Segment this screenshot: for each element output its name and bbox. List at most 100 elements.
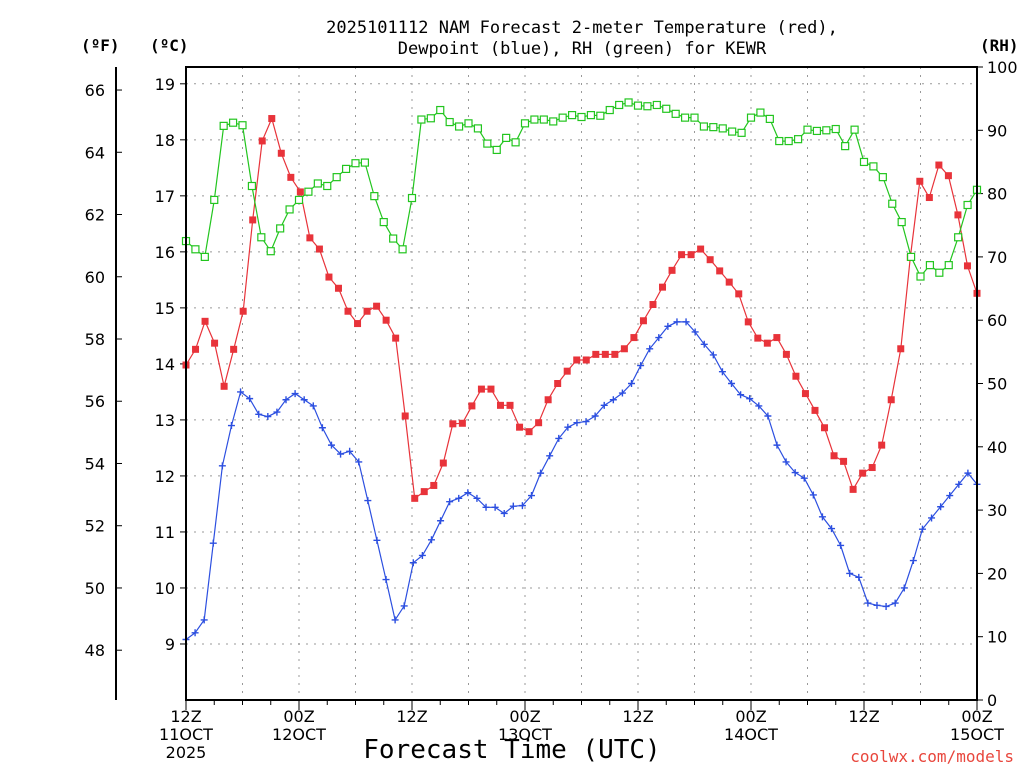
2-meter-temperature-point [220, 382, 228, 390]
2-meter-temperature-point [277, 149, 285, 157]
2-meter-temperature-point [792, 372, 800, 380]
dewpoint-point [655, 334, 663, 342]
rh-point [549, 117, 558, 126]
dewpoint-point [918, 525, 926, 533]
rh-point [643, 102, 652, 111]
celsius-axis: 9 10 11 12 13 14 15 16 17 18 19 [155, 75, 186, 654]
dewpoint-point [200, 616, 208, 624]
dewpoint-point [318, 424, 326, 432]
2-meter-temperature-point [697, 245, 705, 253]
x-axis-title: Forecast Time (UTC) [363, 735, 660, 765]
dewpoint-point [628, 380, 636, 387]
time-tick-12z: 12Z [848, 707, 879, 726]
rh-point [652, 100, 661, 110]
rh-point [662, 104, 671, 113]
2-meter-temperature-point [449, 420, 457, 428]
rh-point [671, 109, 680, 118]
2-meter-temperature-point [706, 256, 714, 264]
rh-point [341, 164, 351, 174]
rh-point [756, 108, 765, 117]
rh-point [360, 158, 370, 167]
rh-point [822, 126, 831, 135]
dewpoint-point [327, 441, 335, 449]
rh-tick-100: 100 [987, 58, 1018, 77]
rh-tick-50: 50 [987, 375, 1007, 394]
dewpoint-point [409, 559, 417, 567]
rh-point [351, 159, 360, 168]
dewpoint-point [237, 388, 245, 396]
rh-point [370, 192, 379, 201]
rh-point [831, 124, 840, 134]
rh-point [624, 98, 633, 107]
credit-text: coolwx.com/models [850, 747, 1014, 766]
2-meter-temperature-point [506, 401, 514, 409]
dewpoint-point [537, 469, 545, 477]
2-meter-temperature-point [458, 419, 466, 427]
2-meter-temperature-point [601, 350, 609, 358]
rh-point [633, 101, 643, 110]
2-meter-temperature-point [411, 494, 419, 502]
fahrenheit-tick-60: 60 [85, 268, 105, 287]
2-meter-temperature-point [496, 401, 504, 409]
dewpoint-point [309, 402, 317, 410]
celsius-tick-16: 16 [155, 243, 175, 262]
rh-point [728, 127, 737, 136]
dewpoint-point [227, 422, 235, 430]
time-tick-00z: 00Z [961, 707, 992, 726]
fahrenheit-unit-label: (ºF) [81, 36, 120, 55]
time-tick-11oct: 11OCT [159, 725, 213, 744]
rh-point [228, 118, 238, 127]
dewpoint-point [391, 616, 399, 624]
celsius-unit-label: (ºC) [150, 36, 189, 55]
rh-point [765, 114, 774, 124]
rh-point [247, 181, 257, 191]
2-meter-temperature-series [182, 115, 981, 502]
rh-point [502, 133, 511, 142]
rh-point [709, 123, 718, 132]
rh-point [586, 111, 596, 120]
rh-point [963, 200, 972, 210]
dewpoint-point [882, 602, 890, 610]
dewpoint-point [400, 602, 408, 610]
time-tick-2025: 2025 [166, 743, 207, 762]
dewpoint-point [300, 396, 308, 404]
celsius-tick-19: 19 [155, 75, 175, 94]
2-meter-temperature-point [306, 234, 314, 242]
fahrenheit-tick-62: 62 [85, 206, 105, 225]
rh-point [793, 135, 803, 144]
2-meter-temperature-point [192, 345, 200, 353]
time-tick-12z: 12Z [396, 707, 427, 726]
dewpoint-point [728, 380, 736, 387]
rh-tick-80: 80 [987, 185, 1007, 204]
dewpoint-point [828, 525, 836, 533]
2-meter-temperature-point [373, 302, 381, 310]
rh-series [181, 98, 982, 281]
rh-point [916, 272, 925, 281]
rh-point [483, 139, 492, 148]
celsius-tick-15: 15 [155, 299, 175, 318]
2-meter-temperature-point [811, 406, 819, 414]
rh-point [878, 173, 887, 182]
2-meter-temperature-point [782, 350, 790, 358]
time-tick-13oct: 13OCT [498, 725, 552, 744]
series-layer [181, 98, 982, 644]
dewpoint-point [664, 322, 672, 330]
dewpoint-point [673, 318, 681, 326]
dewpoint-point [509, 502, 517, 510]
rh-point [680, 113, 690, 122]
rh-point [530, 115, 539, 124]
rh-point [775, 136, 784, 146]
dewpoint-point [900, 584, 908, 592]
2-meter-temperature-point [392, 334, 400, 342]
rh-point [191, 245, 200, 254]
2-meter-temperature-point [725, 278, 733, 286]
2-meter-temperature-point [334, 284, 342, 292]
dewpoint-point [473, 494, 481, 502]
rh-point [238, 121, 247, 130]
dewpoint-point [282, 396, 290, 404]
celsius-tick-13: 13 [155, 411, 175, 430]
2-meter-temperature-point [430, 481, 438, 489]
2-meter-temperature-point [916, 177, 924, 185]
dewpoint-point [864, 599, 872, 607]
dewpoint-point [837, 541, 845, 549]
